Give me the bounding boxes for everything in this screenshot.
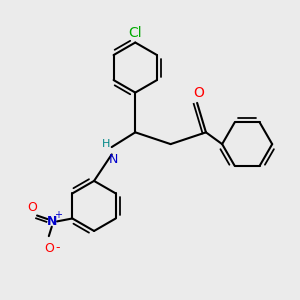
Text: +: + bbox=[54, 210, 62, 220]
Text: Cl: Cl bbox=[128, 26, 142, 40]
Text: N: N bbox=[109, 153, 118, 166]
Text: O: O bbox=[44, 242, 54, 255]
Text: N: N bbox=[46, 215, 57, 228]
Text: O: O bbox=[28, 201, 38, 214]
Text: -: - bbox=[55, 241, 60, 254]
Text: H: H bbox=[102, 139, 110, 148]
Text: O: O bbox=[193, 86, 204, 100]
